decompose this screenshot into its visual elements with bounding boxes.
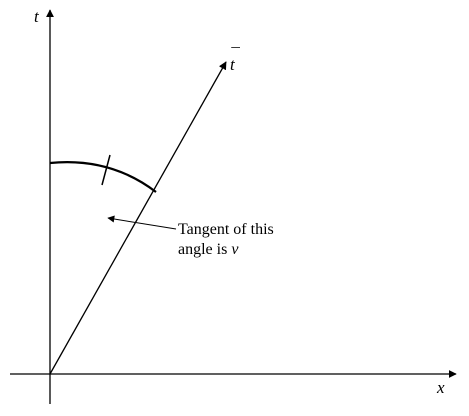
- annotation-line-2-prefix: angle is: [178, 241, 231, 258]
- x-axis-label: x: [436, 378, 445, 397]
- t-bar-axis-label: t: [230, 55, 236, 74]
- t-bar-overbar: ¯: [230, 45, 240, 64]
- t-bar-axis: [49, 61, 227, 375]
- annotation-variable: v: [231, 241, 239, 258]
- angle-tick-mark: [101, 154, 111, 186]
- annotation-line-2: angle is v: [178, 241, 239, 258]
- angle-arc: [49, 161, 157, 193]
- annotation-pointer-arrow: [107, 215, 177, 230]
- t-axis-label: t: [34, 7, 40, 26]
- annotation-line-1: Tangent of this: [178, 221, 274, 238]
